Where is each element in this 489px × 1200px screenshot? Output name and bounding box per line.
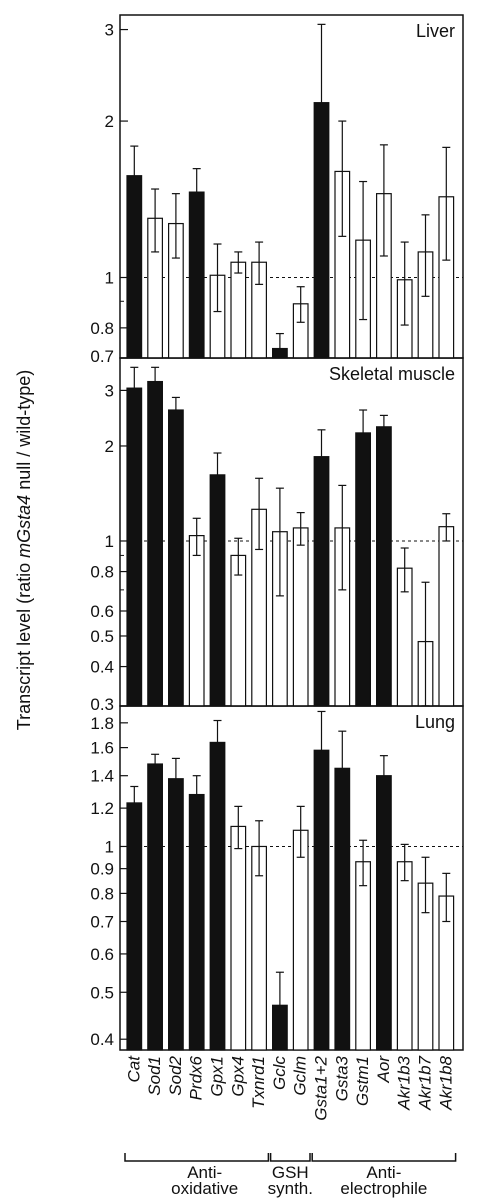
bar-sod1: [148, 764, 163, 1050]
x-label-gclc: Gclc: [270, 1056, 289, 1091]
bar-gstm1: [356, 862, 371, 1050]
x-label-sod2: Sod2: [166, 1055, 185, 1095]
x-axis-gene-labels: Cat Sod1 Sod2 Prdx6 Gpx1 Gpx4 Txnrd1 Gclc Gclm Gs…: [124, 1055, 455, 1121]
y-axis-label-part-3: null / wild-type): [14, 370, 34, 495]
bar-gpx1: [210, 475, 225, 706]
bar-sod2: [169, 410, 184, 706]
y-tick-label: 0.4: [90, 658, 114, 677]
y-tick-label: 1: [105, 269, 114, 288]
bar-gsta1-2: [314, 103, 329, 358]
y-tick-label: 0.8: [90, 319, 114, 338]
bar-aor: [377, 427, 392, 706]
y-axis-label-part-1: Transcript level (ratio: [14, 558, 34, 730]
y-axis-label-italic: mGsta4: [14, 495, 34, 558]
group-bracket: [125, 1153, 268, 1161]
x-label-sod1: Sod1: [145, 1056, 164, 1096]
group-bracket: [312, 1153, 455, 1161]
y-tick-label: 0.4: [90, 1030, 114, 1049]
bar-prdx6: [189, 795, 204, 1050]
x-label-gsta3: Gsta3: [332, 1055, 351, 1101]
group-label: oxidative: [171, 1179, 238, 1198]
bar-gsta3: [335, 768, 350, 1050]
y-tick-label: 0.9: [90, 860, 114, 879]
bar-cat: [127, 803, 142, 1050]
x-label-akr1b8: Akr1b8: [436, 1055, 455, 1110]
panel-lung: 0.4 0.5 0.6 0.7 0.8 0.9 1 1.2 1.4 1.6 1.8 Lung: [90, 706, 463, 1050]
y-tick-label: 1.8: [90, 714, 114, 733]
x-label-akr1b7: Akr1b7: [416, 1055, 435, 1110]
bar-gclc: [273, 349, 288, 358]
bar-gsta1-2: [314, 750, 329, 1050]
y-tick-label: 0.6: [90, 602, 114, 621]
group-0: Anti-oxidative: [125, 1153, 268, 1198]
panel-title: Skeletal muscle: [329, 364, 455, 384]
y-tick-label: 0.5: [90, 627, 114, 646]
y-axis-label: Transcript level (ratio mGsta4 null / wi…: [14, 370, 34, 730]
bar-txnrd1: [252, 846, 267, 1050]
bar-gclm: [293, 830, 308, 1050]
x-label-gpx4: Gpx4: [228, 1056, 247, 1097]
bar-gclm: [293, 528, 308, 706]
bar-cat: [127, 388, 142, 706]
y-tick-label: 1.2: [90, 799, 114, 818]
bar-gpx4: [231, 555, 246, 706]
y-tick-label: 0.6: [90, 945, 114, 964]
bar-gstm1: [356, 433, 371, 706]
y-tick-label: 3: [105, 21, 114, 40]
panel-title: Liver: [416, 21, 455, 41]
x-label-txnrd1: Txnrd1: [249, 1056, 268, 1109]
y-tick-label: 2: [105, 112, 114, 131]
y-tick-label: 0.8: [90, 884, 114, 903]
chart-panels: 0.7 0.8 1 2 3 Liver 0.3 0.4 0.5 0.6 0.8 1 2 3 Skeletal…: [90, 15, 463, 1050]
bar-sod1: [148, 382, 163, 706]
x-label-gclm: Gclm: [291, 1056, 310, 1096]
group-label: electrophile: [340, 1179, 427, 1198]
panel-liver: 0.7 0.8 1 2 3 Liver: [90, 15, 463, 366]
bar-cat: [127, 176, 142, 358]
x-label-aor: Aor: [374, 1055, 393, 1084]
y-tick-label: 0.7: [90, 912, 114, 931]
group-bracket: [271, 1153, 310, 1161]
x-label-akr1b3: Akr1b3: [395, 1055, 414, 1110]
y-tick-label: 1: [105, 532, 114, 551]
x-label-prdx6: Prdx6: [187, 1055, 206, 1100]
bar-akr1b3: [397, 862, 412, 1050]
panel-title: Lung: [415, 712, 455, 732]
x-label-gstm1: Gstm1: [353, 1056, 372, 1106]
y-tick-label: 0.8: [90, 563, 114, 582]
y-tick-label: 0.3: [90, 695, 114, 714]
y-tick-label: 0.5: [90, 983, 114, 1002]
bar-gpx4: [231, 262, 246, 358]
bar-aor: [377, 776, 392, 1050]
bar-sod2: [169, 779, 184, 1050]
bar-akr1b8: [439, 527, 454, 706]
bar-gclc: [273, 1005, 288, 1050]
panel-skeletal-muscle: 0.3 0.4 0.5 0.6 0.8 1 2 3 Skeletal muscle: [90, 358, 463, 714]
bar-gpx1: [210, 742, 225, 1050]
x-label-cat: Cat: [124, 1055, 143, 1083]
y-tick-label: 2: [105, 437, 114, 456]
bar-gpx4: [231, 826, 246, 1050]
y-tick-label: 3: [105, 381, 114, 400]
x-label-gsta1-2: Gsta1+2: [312, 1055, 331, 1120]
group-2: Anti-electrophile: [312, 1153, 455, 1198]
y-tick-label: 0.7: [90, 347, 114, 366]
y-tick-label: 1: [105, 837, 114, 856]
x-label-gpx1: Gpx1: [208, 1056, 227, 1097]
group-label: synth.: [268, 1179, 313, 1198]
bar-prdx6: [189, 536, 204, 706]
y-tick-label: 1.6: [90, 739, 114, 758]
y-tick-label: 1.4: [90, 767, 114, 786]
bar-gsta1-2: [314, 457, 329, 706]
bar-prdx6: [189, 192, 204, 358]
